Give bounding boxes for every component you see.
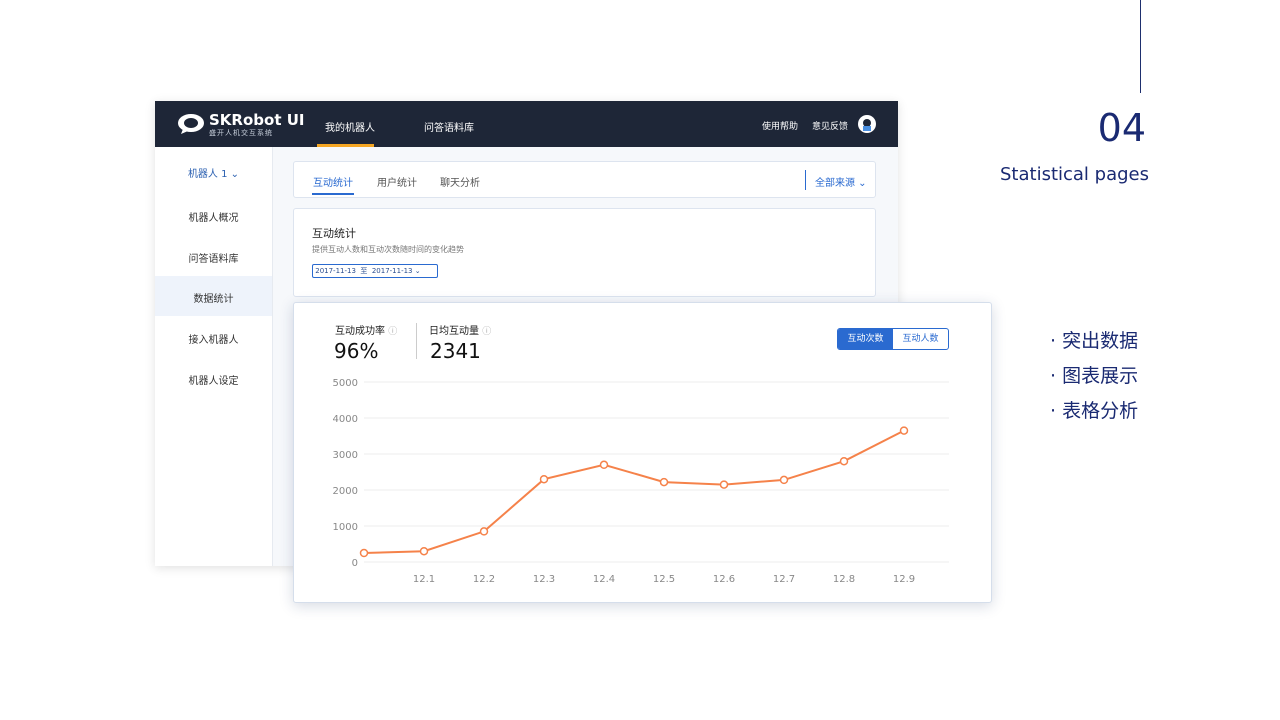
date-to: 2017-11-13 — [371, 267, 413, 275]
y-tick-label: 1000 — [333, 522, 358, 533]
bullets: · 突出数据 · 图表展示 · 表格分析 — [1050, 324, 1138, 429]
y-tick-label: 2000 — [333, 486, 358, 497]
sidebar-item-active[interactable]: 数据统计 — [155, 276, 272, 316]
tab-bar: 互动统计 用户统计 聊天分析 全部来源 ⌄ — [293, 161, 876, 198]
stat-value: 96% — [334, 339, 379, 363]
data-point — [359, 548, 369, 558]
nav-item[interactable]: 问答语料库 — [424, 123, 474, 134]
data-line — [363, 429, 905, 554]
data-point — [419, 546, 429, 556]
sidebar-item[interactable]: 机器人设定 — [188, 376, 239, 387]
y-tick-label: 4000 — [333, 414, 358, 425]
tab[interactable]: 用户统计 — [377, 178, 417, 189]
x-tick-label: 12.4 — [593, 574, 615, 585]
bullet: · 图表展示 — [1050, 365, 1139, 387]
stat-label: 互动成功率 ⓘ — [335, 326, 398, 337]
date-from: 2017-11-13 — [315, 267, 356, 275]
data-point — [839, 456, 849, 466]
data-point — [539, 474, 549, 484]
stat-value: 2341 — [430, 339, 481, 363]
header: SKRobot UI 盛开人机交互系统 我的机器人 问答语料库 使用帮助 意见反… — [155, 101, 898, 147]
y-tick-label: 5000 — [333, 378, 358, 389]
robot-select[interactable]: 机器人 1 ⌄ — [187, 169, 240, 180]
data-point — [899, 426, 909, 435]
toggle-active[interactable]: 互动次数 — [838, 329, 893, 349]
tab[interactable]: 聊天分析 — [440, 178, 480, 189]
avatar[interactable] — [857, 114, 877, 134]
feedback-link[interactable]: 意见反馈 — [812, 122, 849, 132]
section-caption: Statistical pages — [1000, 164, 1149, 185]
bullet-text: 表格分析 — [1062, 400, 1139, 422]
x-tick-label: 12.3 — [533, 574, 555, 585]
help-link[interactable]: 使用帮助 — [762, 122, 799, 132]
data-point — [659, 477, 669, 487]
x-tick-label: 12.5 — [653, 574, 675, 585]
card-title: 互动统计 — [312, 227, 356, 240]
x-tick-label: 12.2 — [473, 574, 495, 585]
x-tick-label: 12.6 — [713, 574, 735, 585]
sidebar: 机器人 1 ⌄ 机器人概况 问答语料库 数据统计 接入机器人 机器人设定 — [155, 147, 273, 566]
toggle-option[interactable]: 互动人数 — [902, 334, 939, 344]
divider — [805, 170, 806, 190]
sidebar-item[interactable]: 问答语料库 — [188, 254, 239, 265]
sidebar-item-text: 数据统计 — [193, 294, 234, 305]
data-point — [599, 460, 609, 470]
x-tick-label: 12.7 — [773, 574, 795, 585]
section-number: 04 — [1097, 106, 1146, 150]
nav-active-bar — [317, 144, 374, 147]
tab-active[interactable]: 互动统计 — [313, 178, 353, 189]
chart-card: 互动成功率 ⓘ 96% 日均互动量 ⓘ 2341 互动次数 互动人数 0 1000… — [293, 302, 992, 603]
bullet-text: 图表展示 — [1062, 365, 1139, 387]
source-text: 全部来源 — [815, 178, 855, 189]
stat-label-text: 互动成功率 — [335, 326, 385, 337]
y-tick-label: 3000 — [333, 450, 358, 461]
stat-label-text: 日均互动量 — [429, 326, 479, 337]
x-tick-label: 12.9 — [893, 574, 915, 585]
toggle: 互动次数 互动人数 — [837, 328, 949, 350]
x-tick-label: 12.1 — [413, 574, 435, 585]
robot-name: 机器人 1 — [187, 169, 228, 180]
stat-divider — [416, 323, 417, 359]
accent-line — [1140, 0, 1141, 93]
bullet-text: 突出数据 — [1062, 330, 1139, 352]
data-point — [719, 480, 729, 489]
stat-label: 日均互动量 ⓘ — [429, 326, 492, 337]
y-tick-label: 0 — [352, 558, 358, 569]
sidebar-item[interactable]: 接入机器人 — [188, 335, 239, 346]
nav-item[interactable]: 我的机器人 — [325, 123, 375, 134]
tab-underline — [312, 193, 354, 195]
logo: SKRobot UI — [209, 111, 305, 129]
card-desc: 提供互动人数和互动次数随时间的变化趋势 — [312, 245, 464, 254]
data-point — [779, 475, 789, 485]
info-card: 互动统计 提供互动人数和互动次数随时间的变化趋势 2017-11-13 至 20… — [293, 208, 876, 297]
line-chart: 0 1000 2000 3000 4000 5000 12.1 12.2 12.3 12.4 12.… — [333, 378, 949, 585]
date-range[interactable]: 2017-11-13 至 2017-11-13 ⌄ — [312, 264, 438, 278]
source-select[interactable]: 全部来源 ⌄ — [815, 178, 867, 189]
bullet: · 表格分析 — [1050, 400, 1139, 422]
bullet: · 突出数据 — [1050, 330, 1139, 352]
data-point — [479, 527, 489, 536]
logo-sub: 盛开人机交互系统 — [209, 129, 273, 137]
sidebar-item[interactable]: 机器人概况 — [188, 213, 239, 224]
x-tick-label: 12.8 — [833, 574, 855, 585]
logo-icon — [178, 114, 204, 134]
date-sep: 至 — [360, 267, 368, 275]
